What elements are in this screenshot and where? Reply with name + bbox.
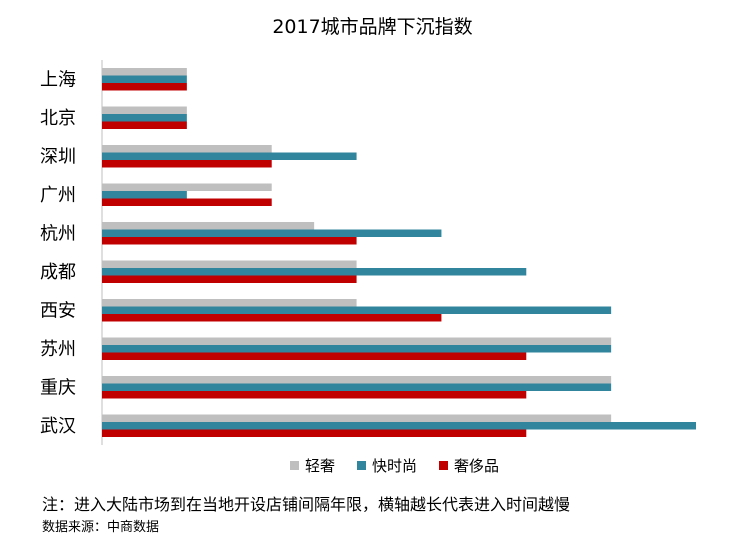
bar-light-luxury bbox=[102, 183, 272, 191]
category-label: 重庆 bbox=[40, 377, 76, 398]
legend-label-fast-fashion: 快时尚 bbox=[372, 457, 418, 475]
category-label: 深圳 bbox=[40, 146, 76, 167]
legend-swatch-light-luxury bbox=[290, 461, 299, 470]
legend-item-light-luxury: 轻奢 bbox=[290, 455, 335, 476]
bar-fast-fashion bbox=[102, 229, 442, 237]
bar-fast-fashion bbox=[102, 114, 187, 122]
category-label: 杭州 bbox=[40, 223, 76, 244]
category-label: 成都 bbox=[40, 262, 76, 283]
bar-luxury bbox=[102, 237, 357, 245]
bar-light-luxury bbox=[102, 337, 612, 345]
category-label: 北京 bbox=[40, 108, 76, 129]
legend-label-light-luxury: 轻奢 bbox=[305, 457, 336, 475]
legend-swatch-luxury bbox=[439, 461, 449, 470]
category-label: 苏州 bbox=[40, 339, 76, 360]
bar-light-luxury bbox=[102, 106, 187, 114]
bar-light-luxury bbox=[102, 222, 315, 230]
bar-fast-fashion bbox=[102, 383, 612, 391]
legend-swatch-fast-fashion bbox=[357, 461, 367, 470]
bar-fast-fashion bbox=[102, 306, 612, 314]
bar-light-luxury bbox=[102, 376, 612, 384]
legend: 轻奢 快时尚 奢侈品 bbox=[290, 455, 499, 476]
bar-luxury bbox=[102, 314, 442, 322]
legend-item-luxury: 奢侈品 bbox=[439, 455, 499, 476]
bar-luxury bbox=[102, 160, 272, 168]
bar-fast-fashion bbox=[102, 152, 357, 160]
bar-luxury bbox=[102, 121, 187, 129]
bar-light-luxury bbox=[102, 414, 612, 422]
category-label: 武汉 bbox=[40, 416, 76, 437]
category-label: 广州 bbox=[40, 185, 76, 206]
bar-luxury bbox=[102, 429, 527, 437]
bar-fast-fashion bbox=[102, 75, 187, 83]
bar-luxury bbox=[102, 352, 527, 360]
bar-luxury bbox=[102, 83, 187, 91]
bar-fast-fashion bbox=[102, 191, 187, 199]
bar-light-luxury bbox=[102, 145, 272, 153]
category-label: 上海 bbox=[40, 69, 76, 90]
legend-label-luxury: 奢侈品 bbox=[454, 457, 500, 475]
bar-light-luxury bbox=[102, 68, 187, 76]
bar-luxury bbox=[102, 391, 527, 399]
category-label: 西安 bbox=[40, 300, 76, 321]
bar-fast-fashion bbox=[102, 422, 696, 430]
chart-title: 2017城市品牌下沉指数 bbox=[272, 16, 473, 38]
bar-fast-fashion bbox=[102, 268, 527, 276]
bar-light-luxury bbox=[102, 260, 357, 268]
bar-luxury bbox=[102, 275, 357, 283]
data-source: 数据来源：中商数据 bbox=[42, 520, 160, 535]
bar-light-luxury bbox=[102, 299, 357, 307]
bar-luxury bbox=[102, 198, 272, 206]
bar-fast-fashion bbox=[102, 345, 612, 353]
legend-item-fast-fashion: 快时尚 bbox=[357, 455, 417, 476]
footnote: 注：进入大陆市场到在当地开设店铺间隔年限，横轴越长代表进入时间越慢 bbox=[42, 495, 571, 514]
